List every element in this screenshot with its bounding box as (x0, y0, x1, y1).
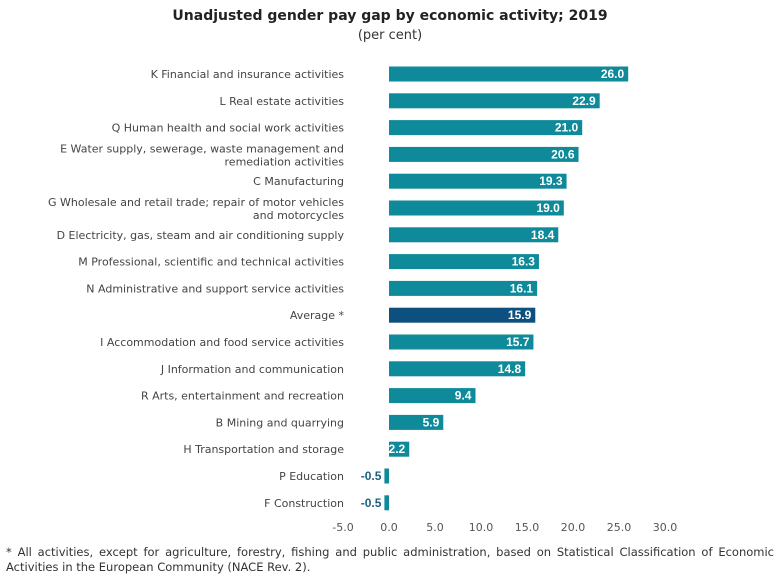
x-tick-label: 20.0 (561, 521, 586, 534)
category-label: E Water supply, sewerage, waste manageme… (60, 142, 344, 168)
x-tick-label: -5.0 (332, 521, 353, 534)
category-label: P Education (279, 470, 344, 483)
category-label: K Financial and insurance activities (151, 68, 345, 81)
category-label: B Mining and quarrying (216, 416, 344, 429)
value-label: -0.5 (361, 496, 382, 510)
x-tick-label: 25.0 (607, 521, 632, 534)
bar (389, 146, 579, 162)
value-label: 18.4 (531, 228, 555, 242)
category-label: Average * (290, 309, 345, 322)
category-label: F Construction (264, 497, 344, 510)
category-label: G Wholesale and retail trade; repair of … (48, 196, 344, 222)
value-label: 5.9 (423, 415, 440, 429)
category-label: N Administrative and support service act… (86, 282, 344, 295)
bar (389, 361, 526, 377)
chart-subtitle: (per cent) (357, 28, 423, 43)
bar-average (389, 307, 536, 323)
x-tick-label: 0.0 (380, 521, 398, 534)
bar (384, 495, 389, 511)
bar (389, 388, 476, 404)
x-tick-label: 30.0 (653, 521, 678, 534)
bar (389, 441, 410, 457)
value-label: 19.0 (536, 201, 560, 215)
category-label: Q Human health and social work activitie… (112, 122, 345, 135)
value-label: 16.3 (512, 255, 536, 269)
value-label: 16.1 (510, 281, 534, 295)
x-tick-label: 5.0 (426, 521, 444, 534)
value-label: 15.9 (508, 308, 532, 322)
x-tick-label: 15.0 (515, 521, 540, 534)
chart-title: Unadjusted gender pay gap by economic ac… (172, 8, 608, 24)
footnote: * All activities, except for agriculture… (6, 545, 774, 574)
bar (389, 414, 444, 430)
category-label: D Electricity, gas, steam and air condit… (57, 229, 345, 242)
value-label: 20.6 (551, 147, 575, 161)
bar (384, 468, 389, 484)
bar-chart: K Financial and insurance activities 26.0… (48, 66, 678, 534)
value-label: 22.9 (572, 94, 596, 108)
category-label: H Transportation and storage (183, 443, 344, 456)
value-label: 15.7 (506, 335, 530, 349)
value-label: 21.0 (555, 121, 579, 135)
bar (389, 120, 583, 136)
value-label: 2.2 (389, 442, 406, 456)
category-label: C Manufacturing (253, 175, 344, 188)
value-label: -0.5 (361, 469, 382, 483)
category-label: I Accommodation and food service activit… (100, 336, 344, 349)
category-label: L Real estate activities (219, 95, 344, 108)
bar (389, 254, 539, 270)
value-label: 19.3 (539, 174, 563, 188)
bar (389, 227, 559, 243)
category-label: R Arts, entertainment and recreation (141, 390, 344, 403)
value-label: 9.4 (455, 389, 472, 403)
bar (389, 173, 567, 189)
bar (389, 66, 629, 82)
bar (389, 334, 534, 350)
category-label: J Information and communication (160, 363, 344, 376)
category-label: M Professional, scientific and technical… (78, 256, 344, 269)
x-tick-label: 10.0 (469, 521, 494, 534)
bar (389, 280, 538, 296)
bar (389, 93, 600, 109)
value-label: 26.0 (601, 67, 625, 81)
bar (389, 200, 564, 216)
value-label: 14.8 (498, 362, 522, 376)
